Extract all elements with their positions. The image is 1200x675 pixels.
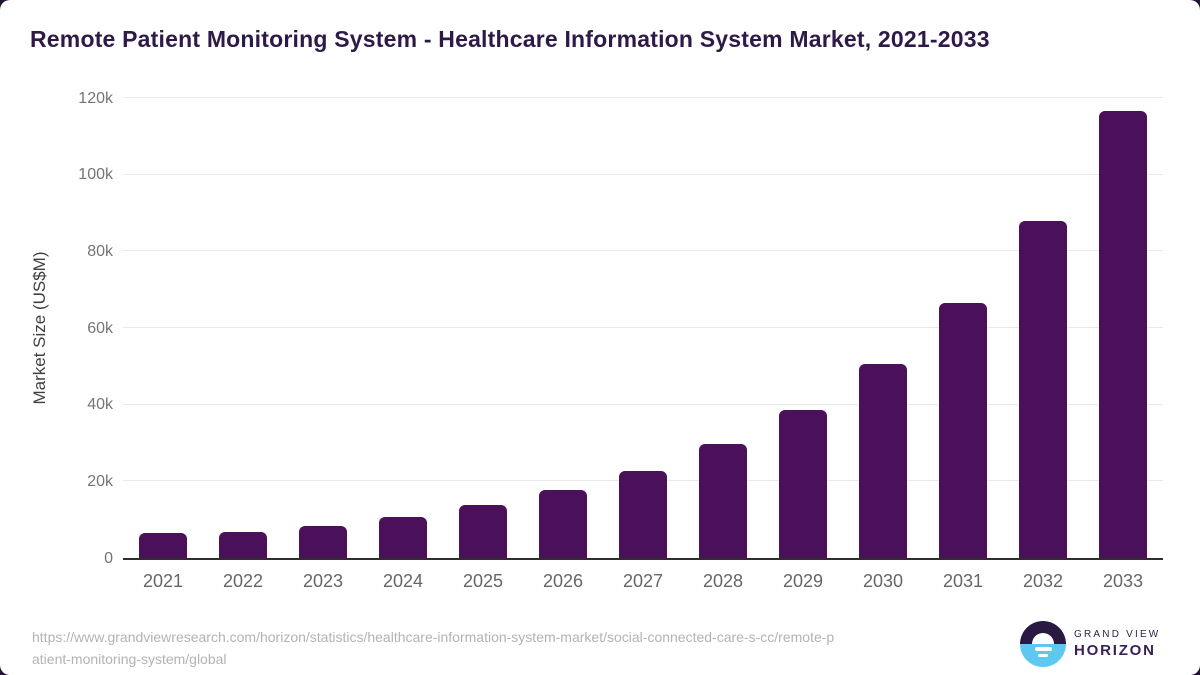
plot-area	[123, 97, 1163, 560]
y-tick-0: 0	[104, 549, 113, 567]
x-tick-2023: 2023	[302, 571, 344, 591]
x-tick-2025: 2025	[462, 571, 504, 591]
y-tick-20k: 20k	[87, 472, 113, 490]
y-tick-60k: 60k	[87, 319, 113, 337]
chart-title: Remote Patient Monitoring System - Healt…	[30, 26, 990, 52]
x-tick-2021: 2021	[142, 571, 184, 591]
x-tick-2033: 2033	[1102, 571, 1144, 591]
x-tick-2027: 2027	[622, 571, 664, 591]
x-tick-2031: 2031	[942, 571, 984, 591]
y-tick-80k: 80k	[87, 242, 113, 260]
y-tick-120k: 120k	[78, 89, 113, 107]
gridline-100k	[123, 173, 1163, 175]
x-tick-2032: 2032	[1022, 571, 1064, 591]
gridline-60k	[123, 327, 1163, 328]
x-tick-2024: 2024	[382, 571, 424, 591]
y-tick-100k: 100k	[78, 166, 113, 184]
sun-reflection-line-1	[1035, 647, 1052, 651]
bar-2028[interactable]	[699, 443, 747, 558]
horizon-sunrise-icon	[1020, 621, 1066, 667]
bar-2024[interactable]	[379, 516, 427, 558]
x-tick-2028: 2028	[702, 571, 744, 591]
y-tick-40k: 40k	[87, 396, 113, 414]
source-url-line-2: atient-monitoring-system/global	[32, 651, 227, 667]
x-tick-2026: 2026	[542, 571, 584, 591]
x-tick-2030: 2030	[862, 571, 904, 591]
bar-2027[interactable]	[619, 470, 667, 558]
bar-2021[interactable]	[139, 533, 187, 558]
bar-2026[interactable]	[539, 490, 587, 558]
bar-2030[interactable]	[859, 363, 907, 558]
x-tick-2029: 2029	[782, 571, 824, 591]
bar-2029[interactable]	[779, 409, 827, 558]
bar-2022[interactable]	[219, 531, 267, 558]
brand-logo: GRAND VIEW HORIZON	[1020, 621, 1160, 667]
x-tick-2022: 2022	[222, 571, 264, 591]
bar-2033[interactable]	[1099, 111, 1147, 558]
brand-name-bottom: HORIZON	[1074, 642, 1156, 659]
bar-2025[interactable]	[459, 505, 507, 558]
sun-reflection-line-2	[1038, 654, 1048, 657]
sun-dome-shape	[1032, 633, 1054, 644]
brand-wordmark: GRAND VIEW HORIZON	[1074, 629, 1160, 659]
brand-name-top: GRAND VIEW	[1074, 629, 1161, 640]
bar-2031[interactable]	[939, 303, 987, 558]
source-url-line-1: https://www.grandviewresearch.com/horizo…	[32, 629, 835, 645]
gridline-80k	[123, 250, 1163, 252]
bar-2032[interactable]	[1019, 221, 1067, 558]
gridline-40k	[123, 403, 1163, 405]
source-url: https://www.grandviewresearch.com/horizo…	[32, 626, 834, 670]
gridline-120k	[123, 97, 1163, 98]
bar-2023[interactable]	[299, 526, 347, 558]
